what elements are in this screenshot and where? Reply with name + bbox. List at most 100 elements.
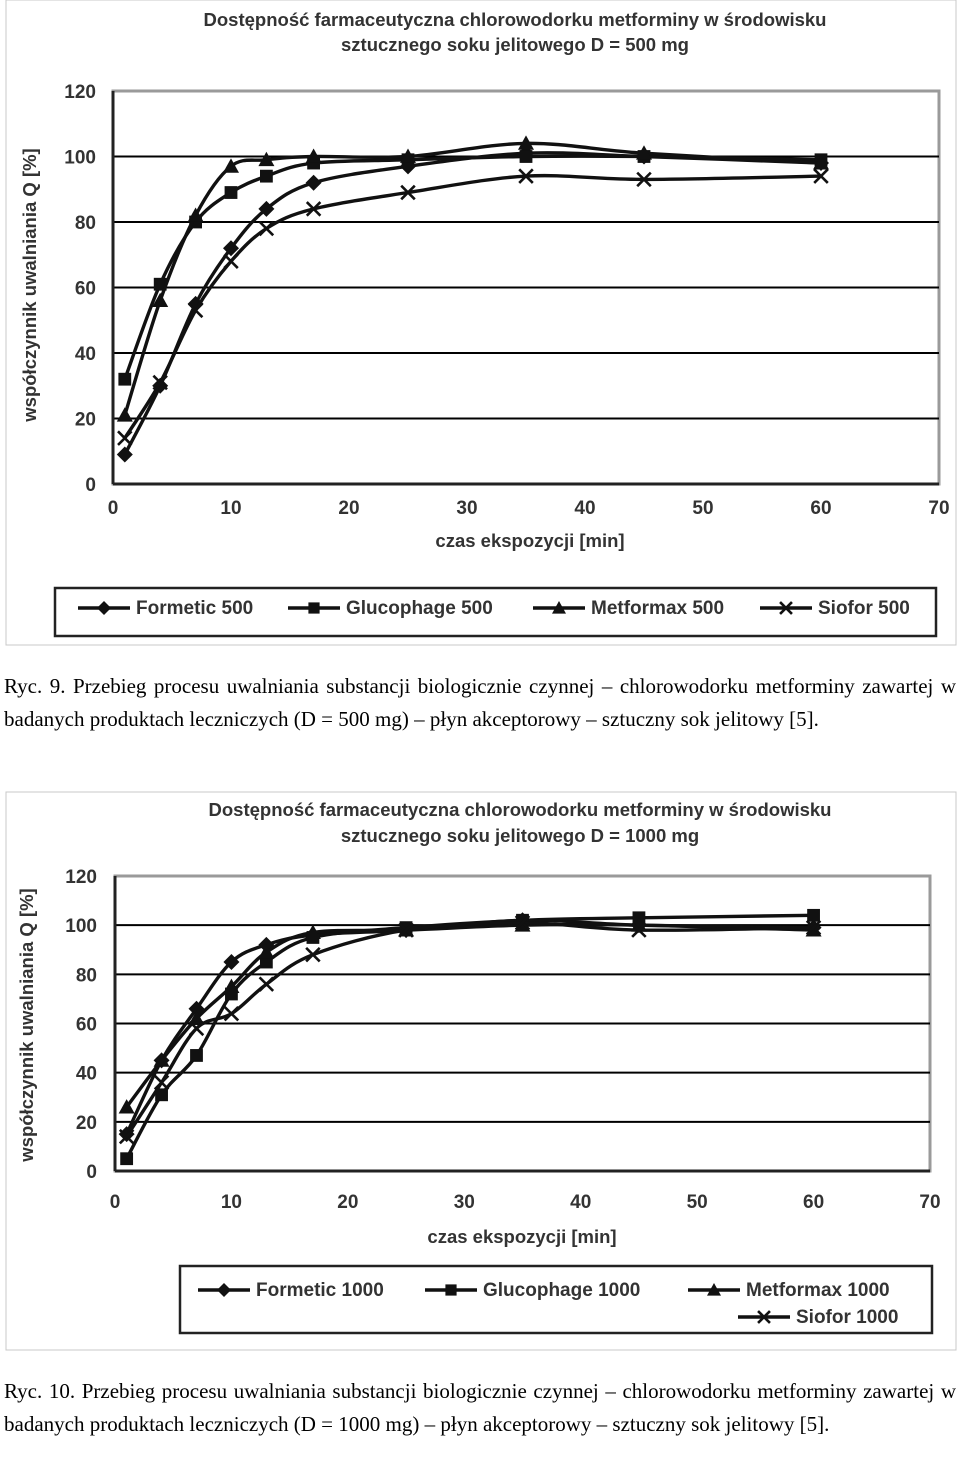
y-tick-label: 40 <box>75 344 96 365</box>
data-point <box>188 1010 205 1025</box>
series-layer <box>116 135 829 463</box>
data-point <box>258 976 275 992</box>
legend-item-2: Metformax 1000 <box>688 1280 890 1301</box>
data-point <box>518 135 534 150</box>
data-point <box>258 944 275 959</box>
series-2 <box>116 135 829 422</box>
data-point <box>116 446 133 463</box>
chart-subtitle: sztucznego soku jelitowego D = 1000 mg <box>341 825 699 846</box>
x-tick-label: 40 <box>570 1192 591 1213</box>
legend-label: Glucophage 1000 <box>483 1280 640 1301</box>
legend-item-1: Glucophage 1000 <box>425 1280 640 1301</box>
data-point <box>807 908 820 922</box>
figure-caption-10: Ryc. 10. Przebieg procesu uwalniania sub… <box>4 1379 956 1436</box>
y-tick-label: 60 <box>76 1015 97 1036</box>
data-point <box>258 200 275 217</box>
y-tick-label: 100 <box>64 148 96 169</box>
data-point <box>305 201 322 217</box>
data-point <box>805 919 822 936</box>
data-point <box>153 1074 170 1091</box>
y-tick-label: 0 <box>85 475 96 496</box>
data-point <box>630 917 647 932</box>
legend-marker <box>757 1310 771 1324</box>
legend-item-0: Formetic 1000 <box>198 1280 384 1301</box>
data-point <box>224 186 238 199</box>
data-point <box>258 220 275 237</box>
legend-item-2: Metformax 500 <box>533 598 724 619</box>
data-point <box>305 148 322 163</box>
x-tick-label: 60 <box>803 1192 824 1213</box>
series-3 <box>118 914 822 1145</box>
y-tick-label: 80 <box>75 213 96 234</box>
x-tick-label: 0 <box>108 498 119 519</box>
data-point <box>305 946 321 963</box>
y-axis-label: współczynnik uwalniania Q [%] <box>19 148 40 422</box>
x-tick-label: 50 <box>687 1192 708 1213</box>
data-point <box>155 1088 168 1102</box>
data-point <box>188 1020 205 1037</box>
data-point <box>636 145 652 160</box>
x-tick-label: 10 <box>221 1192 242 1213</box>
data-point <box>118 372 132 386</box>
legend-marker <box>707 1283 721 1296</box>
legend-label: Siofor 1000 <box>796 1307 898 1328</box>
x-tick-label: 60 <box>810 498 831 519</box>
data-point <box>152 292 169 307</box>
figure-caption-9: Ryc. 9. Przebieg procesu uwalniania subs… <box>4 674 956 731</box>
legend-label: Glucophage 500 <box>346 598 493 619</box>
x-tick-label: 20 <box>337 1192 358 1213</box>
data-point <box>518 168 534 184</box>
data-point <box>223 954 240 971</box>
legend-label: Formetic 500 <box>136 598 253 619</box>
data-point <box>258 151 275 167</box>
legend: Formetic 1000 Glucophage 1000 Metformax 10… <box>198 1280 898 1328</box>
data-point <box>514 914 531 931</box>
chart-subtitle: sztucznego soku jelitowego D = 500 mg <box>341 34 689 55</box>
data-point <box>187 302 204 319</box>
legend-item-1: Glucophage 500 <box>288 598 493 619</box>
data-point <box>118 1128 135 1145</box>
data-point <box>519 150 533 163</box>
axes <box>113 876 930 1173</box>
data-point <box>223 978 240 994</box>
data-point <box>305 174 322 191</box>
x-tick-label: 10 <box>220 498 241 519</box>
data-point <box>304 924 321 939</box>
x-tick-label: 70 <box>928 498 949 519</box>
y-tick-label: 0 <box>86 1162 97 1183</box>
y-tick-label: 20 <box>76 1113 97 1134</box>
chart-500-svg: Dostępność farmaceutyczna chlorowodorku … <box>5 0 957 646</box>
data-point <box>398 922 414 938</box>
chart-figure-1000: Dostępność farmaceutyczna chlorowodorku … <box>0 790 960 1355</box>
legend-item-0: Formetic 500 <box>78 598 253 619</box>
data-point <box>190 1049 203 1062</box>
x-tick-label: 50 <box>692 498 713 519</box>
legend-label: Formetic 1000 <box>256 1280 384 1301</box>
data-point <box>260 169 273 183</box>
chart-1000-svg: Dostępność farmaceutyczna chlorowodorku … <box>5 791 957 1351</box>
data-point <box>223 1005 240 1022</box>
x-tick-label: 30 <box>456 498 477 519</box>
chart-title: Dostępność farmaceutyczna chlorowodorku … <box>209 799 832 820</box>
legend-marker <box>779 601 793 615</box>
data-point <box>636 171 652 188</box>
legend: Formetic 500 Glucophage 500 Metformax 500 S… <box>78 598 910 619</box>
x-tick-label: 70 <box>919 1192 940 1213</box>
data-point <box>223 253 239 270</box>
data-point <box>813 168 829 184</box>
x-tick-label: 20 <box>338 498 359 519</box>
legend-marker <box>445 1284 457 1296</box>
chart-figure-500: Dostępność farmaceutyczna chlorowodorku … <box>0 0 960 650</box>
chart-title: Dostępność farmaceutyczna chlorowodorku … <box>204 9 827 30</box>
tick-labels: 0 20 40 60 80 100 120 0 10 20 30 40 50 60 70 <box>65 867 940 1213</box>
legend-item-3: Siofor 1000 <box>738 1307 898 1328</box>
data-point <box>223 240 239 257</box>
x-axis-label: czas ekspozycji [min] <box>435 530 624 551</box>
data-point <box>116 407 133 422</box>
x-tick-label: 0 <box>110 1192 121 1213</box>
y-tick-label: 60 <box>75 279 96 300</box>
y-tick-label: 40 <box>76 1064 97 1085</box>
legend-marker <box>217 1283 231 1297</box>
data-point <box>631 922 647 938</box>
legend-label: Metformax 1000 <box>746 1280 890 1301</box>
